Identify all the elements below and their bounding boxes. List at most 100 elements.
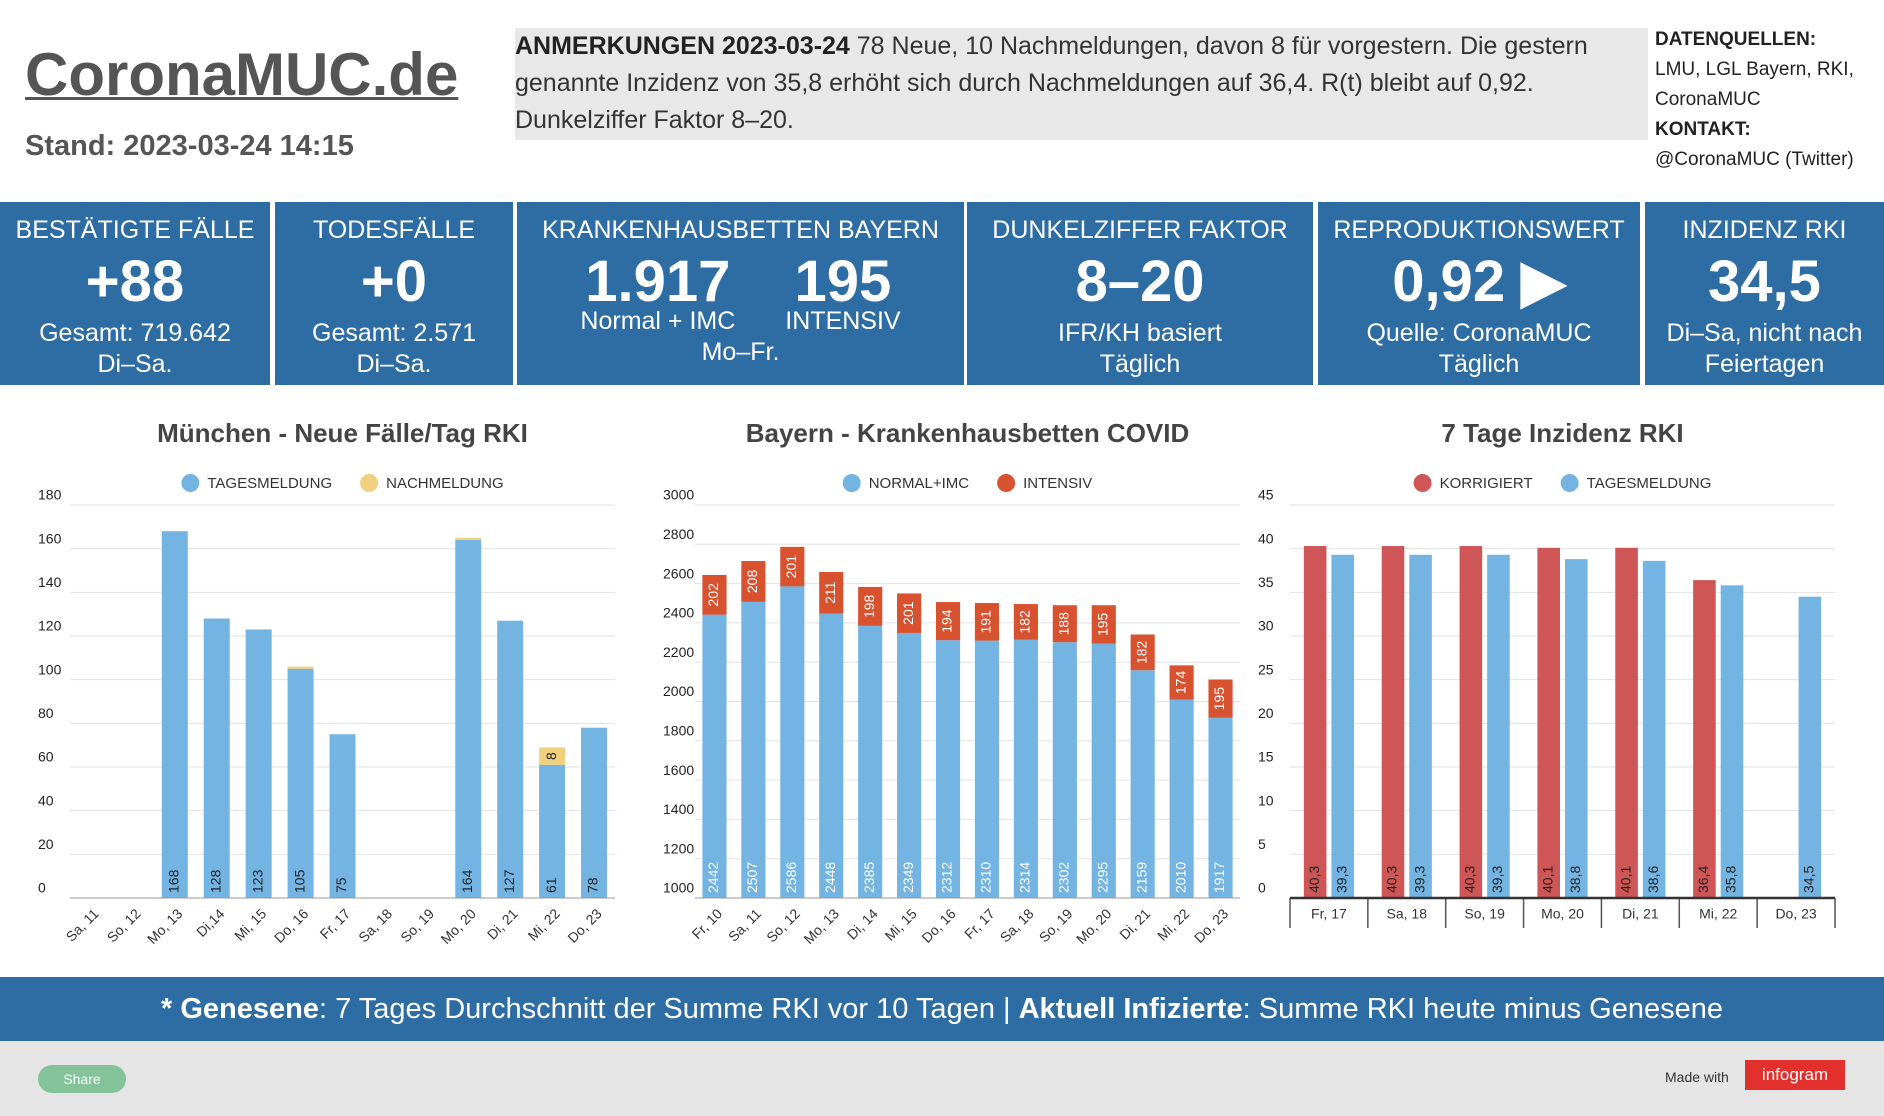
bar (161, 531, 188, 898)
x-tick-label: Do, 23 (564, 905, 605, 946)
kpi-card: KRANKENHAUSBETTEN BAYERN 1.917 Normal + I… (517, 202, 964, 385)
bar (1409, 554, 1432, 898)
bar (455, 539, 482, 898)
value-label: 2349 (900, 862, 916, 893)
kpi-value: 195 (794, 249, 892, 314)
x-tick-label: So, 19 (397, 905, 437, 945)
x-tick-label: So, 12 (104, 905, 144, 945)
bar (1565, 559, 1588, 898)
bar (539, 764, 566, 898)
x-tick-label: Di,14 (193, 905, 228, 940)
sources: DATENQUELLEN: LMU, LGL Bayern, RKI, Coro… (1655, 25, 1877, 175)
x-tick-label: Mo, 20 (1541, 906, 1584, 922)
value-label: 168 (166, 869, 182, 893)
y-tick-label: 25 (1258, 661, 1274, 677)
x-tick-label: Mo, 13 (800, 905, 842, 947)
value-label: 2159 (1133, 862, 1149, 893)
value-label: 36,4 (1695, 866, 1711, 893)
value-label: 2310 (978, 862, 994, 893)
chart-title: 7 Tage Inzidenz RKI (1441, 418, 1683, 448)
value-label: 2507 (744, 862, 760, 893)
bar (1169, 665, 1194, 700)
x-tick-label: Mo, 13 (144, 905, 186, 947)
x-tick-label: Do, 16 (918, 905, 959, 946)
y-tick-label: 2400 (663, 605, 694, 621)
bar (1208, 679, 1233, 718)
value-label: 40,1 (1539, 866, 1555, 893)
value-label: 2312 (939, 862, 955, 893)
x-tick-label: Do, 23 (1191, 905, 1232, 946)
share-button[interactable]: Share (38, 1065, 126, 1093)
footer-bold: Aktuell Infizierte (1018, 993, 1243, 1025)
contact-label: KONTAKT: (1655, 119, 1751, 140)
bar (780, 546, 805, 587)
y-tick-label: 1800 (663, 723, 694, 739)
value-label: 2302 (1056, 862, 1072, 893)
value-label: 128 (207, 869, 223, 893)
chart: 7 Tage Inzidenz RKI KORRIGIERT TAGESMELDUN… (1258, 418, 1836, 928)
legend: KORRIGIERT TAGESMELDUNG (1413, 474, 1711, 492)
bar (329, 734, 356, 898)
value-label: 182 (1017, 610, 1033, 634)
bar (539, 747, 566, 765)
bar (858, 586, 883, 626)
contact: @CoronaMUC (Twitter) (1655, 149, 1854, 170)
bar (581, 727, 608, 898)
legend-swatch (1413, 474, 1432, 492)
kpi-card: REPRODUKTIONSWERT 0,92 ▶ Quelle: CoronaM… (1318, 202, 1640, 385)
y-tick-label: 40 (1258, 530, 1274, 546)
legend-label: NORMAL+IMC (869, 475, 970, 492)
value-label: 2010 (1172, 862, 1188, 893)
footer: * Genesene: 7 Tages Durchschnitt der Sum… (0, 977, 1884, 1041)
bar (245, 629, 272, 898)
kpi-title: BESTÄTIGTE FÄLLE (15, 216, 255, 244)
bar (974, 640, 1000, 898)
notes-text: 78 Neue, 10 Nachmeldungen, davon 8 für v… (515, 32, 1588, 134)
value-label: 2295 (1094, 862, 1110, 893)
kpi-line: Mo–Fr. (701, 338, 780, 366)
value-label: 61 (543, 877, 559, 893)
value-label: 40,3 (1306, 866, 1322, 893)
value-label: 198 (861, 595, 877, 619)
bar (1381, 546, 1405, 898)
x-tick-label: Sa, 18 (997, 905, 1037, 945)
legend-swatch (181, 474, 200, 492)
kpi-value: 0,92 ▶ (1392, 249, 1566, 314)
made-with: Made with (1665, 1069, 1729, 1085)
y-tick-label: 0 (38, 880, 46, 896)
y-tick-label: 20 (1258, 705, 1274, 721)
y-tick-label: 2600 (663, 565, 694, 581)
bottom-bar (0, 1041, 1884, 1116)
brand-link[interactable]: infogram (1745, 1060, 1845, 1090)
bar (1303, 546, 1327, 898)
chart-title: Bayern - Krankenhausbetten COVID (746, 418, 1190, 448)
x-tick-label: So, 19 (1464, 906, 1505, 922)
x-tick-label: Mi, 15 (231, 905, 269, 943)
legend-label: TAGESMELDUNG (207, 475, 332, 492)
value-label: 40,3 (1384, 866, 1400, 893)
bar (1693, 580, 1716, 898)
chart-title: München - Neue Fälle/Tag RKI (157, 418, 528, 448)
bar (455, 537, 482, 540)
y-tick-label: 30 (1258, 618, 1274, 634)
value-label: 188 (1056, 612, 1072, 636)
value-label: 208 (744, 570, 760, 594)
notes: ANMERKUNGEN 2023-03-24 78 Neue, 10 Nachm… (515, 28, 1648, 140)
value-label: 38,8 (1567, 866, 1583, 893)
bar (819, 572, 844, 614)
bar (935, 602, 961, 641)
bar (1091, 643, 1116, 898)
value-label: 105 (291, 869, 307, 893)
x-tick-label: Mo, 20 (437, 905, 479, 947)
legend: TAGESMELDUNG NACHMELDUNG (181, 474, 504, 492)
y-tick-label: 120 (38, 618, 62, 634)
value-label: 39,3 (1489, 866, 1505, 893)
y-tick-label: 80 (38, 705, 54, 721)
value-label: 39,3 (1411, 866, 1427, 893)
value-label: 40,1 (1617, 866, 1633, 893)
bar (780, 586, 805, 898)
bar (287, 668, 314, 898)
x-tick-label: Di, 21 (1116, 905, 1153, 942)
legend-label: INTENSIV (1023, 475, 1092, 492)
legend-label: NACHMELDUNG (386, 475, 504, 492)
